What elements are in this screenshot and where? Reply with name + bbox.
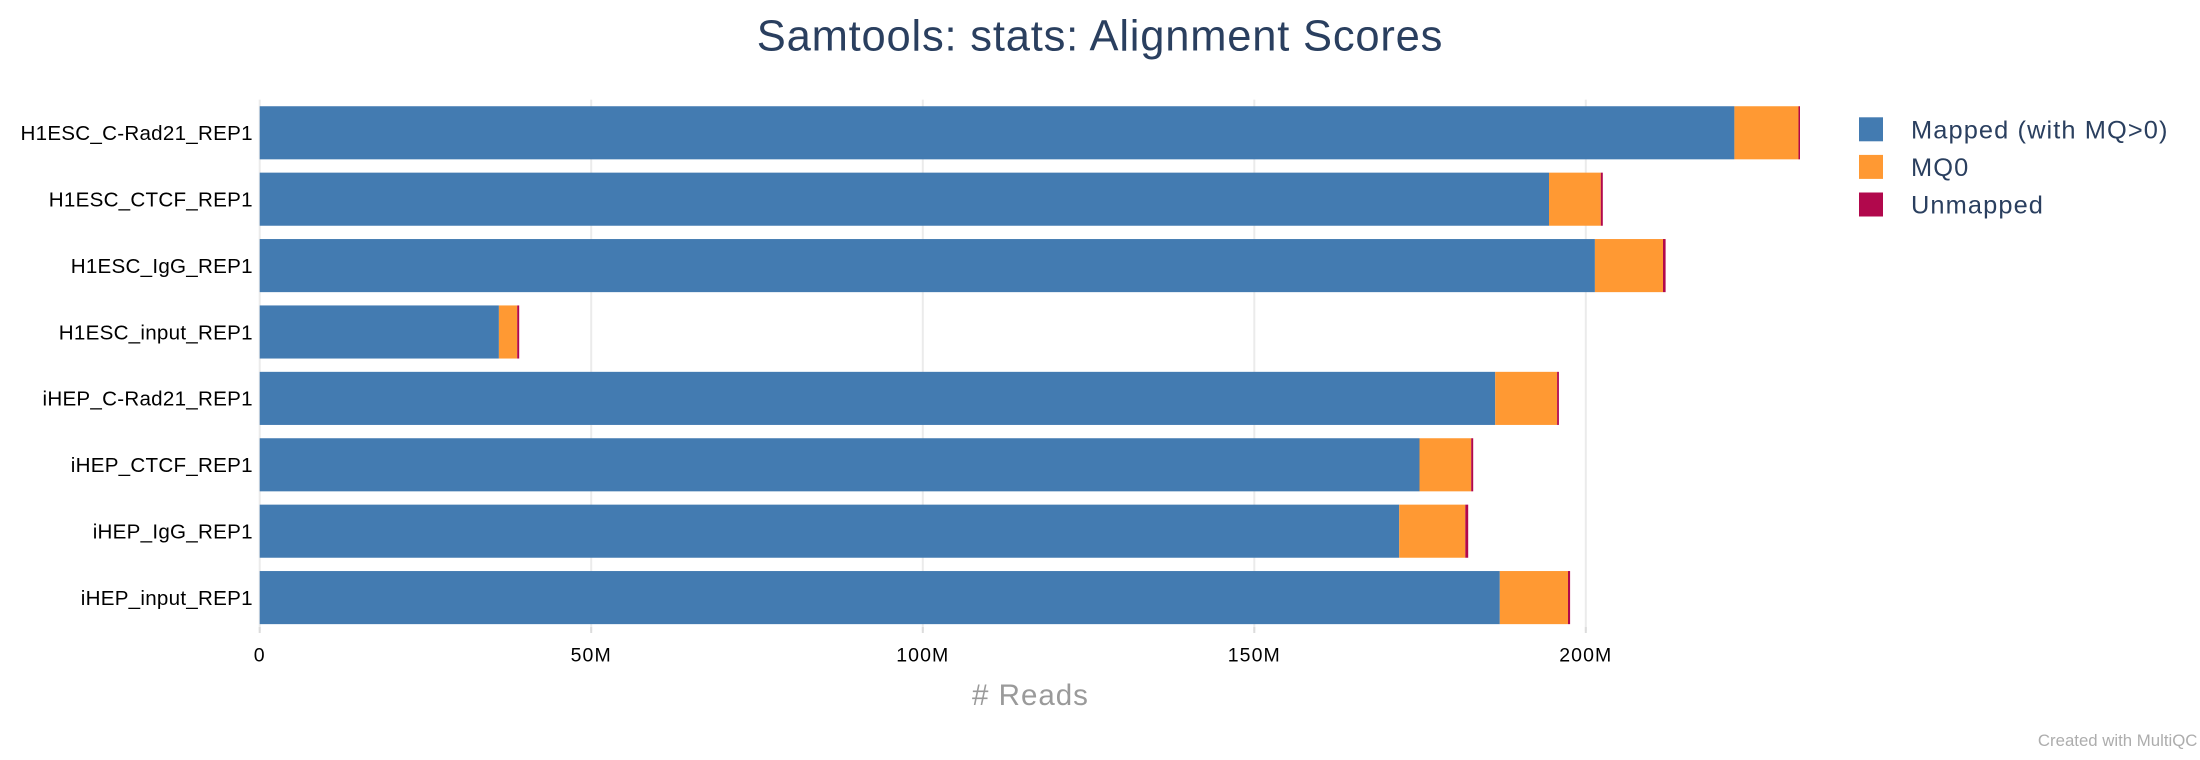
- svg-text:200M: 200M: [1559, 645, 1612, 667]
- svg-text:100M: 100M: [896, 645, 949, 667]
- svg-text:0: 0: [254, 645, 266, 667]
- svg-text:iHEP_CTCF_REP1: iHEP_CTCF_REP1: [71, 454, 253, 477]
- svg-text:iHEP_IgG_REP1: iHEP_IgG_REP1: [93, 521, 253, 544]
- svg-text:50M: 50M: [571, 645, 612, 667]
- svg-text:H1ESC_C-Rad21_REP1: H1ESC_C-Rad21_REP1: [21, 122, 253, 145]
- svg-text:Mapped (with MQ>0): Mapped (with MQ>0): [1911, 117, 2169, 145]
- svg-text:H1ESC_IgG_REP1: H1ESC_IgG_REP1: [71, 255, 253, 278]
- svg-text:Created with MultiQC: Created with MultiQC: [2038, 731, 2197, 750]
- svg-text:150M: 150M: [1228, 645, 1281, 667]
- svg-text:H1ESC_input_REP1: H1ESC_input_REP1: [59, 321, 253, 344]
- svg-text:Unmapped: Unmapped: [1911, 192, 2044, 220]
- svg-text:iHEP_input_REP1: iHEP_input_REP1: [81, 587, 253, 610]
- svg-text:H1ESC_CTCF_REP1: H1ESC_CTCF_REP1: [49, 189, 253, 212]
- svg-text:iHEP_C-Rad21_REP1: iHEP_C-Rad21_REP1: [43, 388, 253, 411]
- svg-text:# Reads: # Reads: [972, 679, 1089, 712]
- svg-text:MQ0: MQ0: [1911, 154, 1969, 182]
- svg-text:Samtools: stats: Alignment Sco: Samtools: stats: Alignment Scores: [757, 12, 1443, 60]
